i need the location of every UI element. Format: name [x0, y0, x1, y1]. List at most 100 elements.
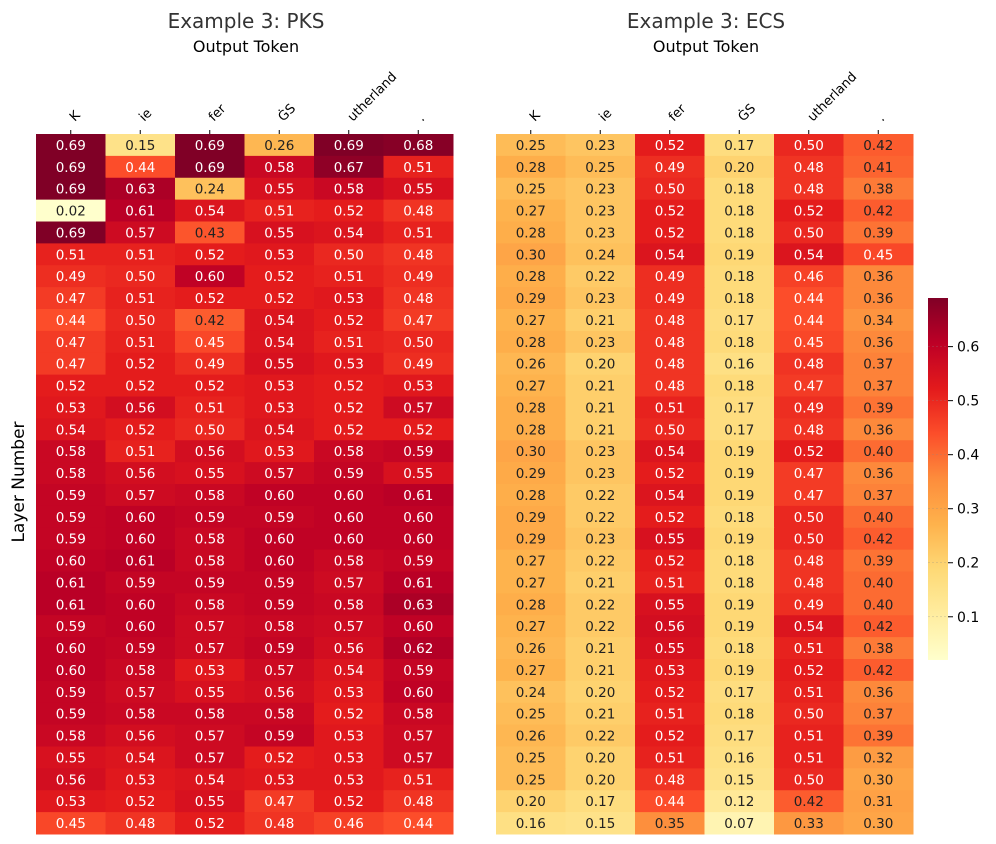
pks-cell — [105, 768, 176, 791]
ecs-cell-label: 0.28 — [516, 225, 546, 241]
pks-cell-label: 0.59 — [264, 729, 294, 745]
ecs-cell — [565, 702, 636, 726]
pks-cell — [105, 549, 176, 572]
pks-cell — [314, 702, 384, 726]
ecs-cell — [635, 659, 705, 682]
pks-cell-label: 0.52 — [264, 269, 294, 285]
ecs-cell — [496, 287, 566, 310]
ecs-cell — [496, 440, 566, 463]
ecs-cell-label: 0.51 — [655, 750, 685, 766]
ecs-cell — [496, 549, 566, 572]
ecs-cell-label: 0.52 — [655, 225, 685, 241]
pks-cell-label: 0.49 — [403, 357, 433, 373]
ecs-cell-label: 0.28 — [516, 488, 546, 504]
pks-cell-label: 0.60 — [195, 269, 225, 285]
pks-cell-label: 0.45 — [195, 335, 225, 351]
pks-cell-label: 0.59 — [125, 575, 155, 591]
ecs-cell-label: 0.24 — [516, 685, 546, 701]
ecs-cell — [635, 155, 705, 179]
ecs-cell-label: 0.21 — [585, 575, 615, 591]
pks-cell-label: 0.69 — [56, 160, 86, 176]
pks-cell — [244, 462, 315, 485]
pks-cell-label: 0.51 — [334, 269, 364, 285]
ecs-cell-label: 0.50 — [794, 532, 824, 548]
pks-cell-label: 0.53 — [264, 247, 294, 263]
pks-x-tick-label: K — [67, 108, 84, 125]
ecs-cell-label: 0.19 — [724, 466, 754, 482]
ecs-cell-label: 0.20 — [585, 685, 615, 701]
ecs-cell — [704, 155, 775, 179]
pks-cell — [314, 396, 384, 419]
ecs-cell-label: 0.48 — [655, 379, 685, 395]
ecs-cell-label: 0.29 — [516, 291, 546, 307]
ecs-x-tick-label: ie — [596, 106, 615, 125]
pks-cell — [175, 702, 245, 726]
ecs-cell-label: 0.20 — [516, 794, 546, 810]
pks-x-tick-label: utherland — [345, 70, 400, 125]
ecs-cell-label: 0.23 — [585, 532, 615, 548]
pks-cell-label: 0.58 — [264, 707, 294, 723]
pks-cell-label: 0.52 — [264, 291, 294, 307]
pks-cell — [314, 680, 384, 704]
pks-cell-label: 0.60 — [125, 619, 155, 635]
pks-cell — [175, 352, 245, 376]
ecs-cell — [704, 352, 775, 376]
ecs-cell — [565, 374, 636, 397]
pks-cell-label: 0.55 — [403, 466, 433, 482]
pks-cell — [244, 659, 315, 682]
pks-cell-label: 0.51 — [403, 160, 433, 176]
ecs-cell — [635, 702, 705, 726]
ecs-cell-label: 0.54 — [794, 619, 824, 635]
pks-cell-label: 0.51 — [403, 225, 433, 241]
pks-cell — [36, 462, 106, 485]
pks-cell-label: 0.54 — [264, 313, 294, 329]
pks-cell-label: 0.67 — [334, 160, 364, 176]
pks-cell — [244, 287, 315, 310]
pks-cell-label: 0.60 — [264, 554, 294, 570]
pks-cell-label: 0.45 — [56, 816, 86, 832]
pks-cell — [175, 418, 245, 441]
pks-cell — [105, 593, 176, 616]
pks-cell-label: 0.56 — [264, 685, 294, 701]
pks-cell — [105, 812, 176, 835]
pks-cell — [175, 440, 245, 463]
pks-cell — [314, 724, 384, 747]
pks-cell-label: 0.51 — [403, 772, 433, 788]
pks-cell — [105, 527, 176, 551]
ecs-cell-label: 0.51 — [655, 575, 685, 591]
pks-cell — [175, 571, 245, 594]
pks-cell — [383, 265, 454, 288]
pks-cell-label: 0.69 — [56, 225, 86, 241]
ecs-cell-label: 0.25 — [516, 182, 546, 198]
pks-cell-label: 0.53 — [403, 379, 433, 395]
pks-cell — [175, 330, 245, 354]
ecs-cell-label: 0.20 — [724, 160, 754, 176]
ecs-cell — [843, 352, 914, 376]
ecs-cell — [843, 374, 914, 397]
pks-cell-label: 0.52 — [195, 247, 225, 263]
pks-cell-label: 0.69 — [195, 160, 225, 176]
pks-cell-label: 0.52 — [403, 422, 433, 438]
ecs-cell — [843, 484, 914, 507]
pks-cell — [383, 352, 454, 376]
ecs-cell-label: 0.17 — [724, 400, 754, 416]
ecs-cell-label: 0.42 — [863, 663, 893, 679]
ecs-cell — [774, 265, 844, 288]
pks-cell — [383, 527, 454, 551]
ecs-cell-label: 0.48 — [655, 313, 685, 329]
pks-cell — [175, 505, 245, 529]
pks-cell — [383, 505, 454, 529]
ecs-cell-label: 0.25 — [585, 160, 615, 176]
ecs-cell — [843, 724, 914, 747]
pks-cell-label: 0.55 — [195, 685, 225, 701]
pks-cell — [36, 505, 106, 529]
ecs-cell-label: 0.28 — [516, 597, 546, 613]
ecs-cell-label: 0.21 — [585, 422, 615, 438]
pks-cell — [244, 221, 315, 244]
ecs-cell — [496, 199, 566, 222]
pks-cell — [314, 221, 384, 244]
ecs-cell — [774, 549, 844, 572]
pks-cell-label: 0.57 — [334, 619, 364, 635]
ecs-cell — [774, 221, 844, 244]
pks-cell-label: 0.52 — [334, 313, 364, 329]
